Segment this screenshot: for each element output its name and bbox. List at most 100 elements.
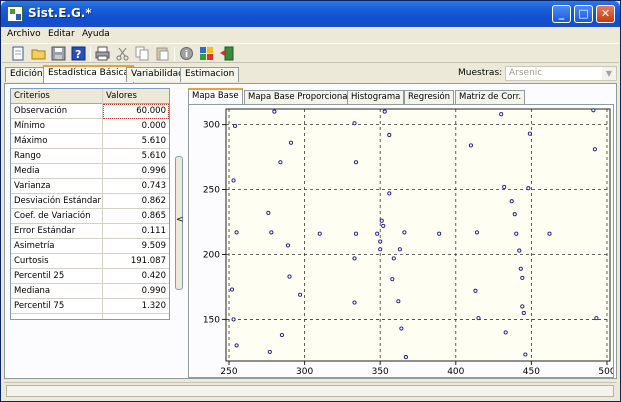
copy-icon[interactable] [135,46,150,61]
data-point [379,218,384,223]
tab-edicion[interactable]: Edición [5,67,48,82]
criterion-value[interactable]: 191.087 [130,256,166,266]
header-criterios: Criterios [14,91,50,101]
close-button[interactable]: ✕ [596,5,615,23]
window-title: Sist.E.G.* [28,6,92,20]
data-point [403,355,408,360]
criterion-name: Mínimo [14,121,45,131]
data-point [234,230,239,235]
data-point [594,316,599,321]
criterion-value[interactable]: 5.610 [141,151,166,161]
open-folder-icon[interactable] [31,46,46,61]
table-row[interactable]: Rango 5.610 [11,149,169,164]
criterion-value[interactable]: 5.610 [141,136,166,146]
maximize-button[interactable]: □ [574,5,593,23]
main-tab-bar: Edición Estadística Básica Variabilidad … [2,65,619,83]
criterion-name: Observación [14,106,68,116]
table-row[interactable]: Varianza 0.743 [11,179,169,194]
column-divider [102,89,103,319]
y-tick-label: 200 [203,250,220,260]
tab-histograma[interactable]: Histograma [347,90,405,105]
table-row[interactable]: Máximo 5.610 [11,134,169,149]
x-tick-label: 500 [598,367,613,377]
table-row[interactable]: Observación 60.000 [11,104,169,119]
data-point [514,231,519,236]
data-point [391,256,396,261]
data-point [382,109,387,114]
table-row[interactable]: Percentil 25 0.420 [11,269,169,284]
data-point [502,184,507,189]
chevron-down-icon[interactable]: ▼ [602,67,616,80]
criterion-value[interactable]: 0.865 [141,211,166,221]
criterion-value[interactable]: 0.990 [141,286,166,296]
muestras-select[interactable]: Arsenic ▼ [505,66,617,81]
table-row[interactable]: Coef. de Variación 0.865 [11,209,169,224]
criterion-value[interactable]: 9.509 [141,241,166,251]
exit-icon[interactable] [219,46,234,61]
data-point [234,343,239,348]
tab-regresion[interactable]: Regresión [404,90,455,105]
table-row[interactable]: Percentil 75 1.320 [11,299,169,314]
data-point [468,143,473,148]
data-point [288,140,294,145]
minimize-button[interactable]: _ [552,5,571,23]
table-row[interactable]: Mediana 0.990 [11,284,169,299]
help-icon[interactable]: ? [71,46,86,61]
scatter-plot[interactable]: 250 300 350 400 450 500 150 200 250 300 [189,105,616,377]
data-point [396,299,401,304]
status-bar [4,382,617,399]
grid-chart-icon[interactable] [199,46,214,61]
tab-estadistica-basica[interactable]: Estadística Básica [43,65,135,83]
criterion-value[interactable]: 0.420 [141,271,166,281]
tab-mapa-base[interactable]: Mapa Base [188,88,243,105]
tab-estimacion[interactable]: Estimacion [180,67,240,82]
criterion-value[interactable]: 0.743 [141,181,166,191]
data-point [375,231,380,236]
data-point [499,112,504,117]
info-icon[interactable]: i [179,46,194,61]
print-icon[interactable] [95,46,110,61]
main-content: Criterios Valores Observación 60.000 Mínimo 0… [4,83,617,379]
data-point [387,191,392,196]
criterion-value[interactable]: 0.000 [141,121,166,131]
save-icon[interactable] [51,46,66,61]
tab-mapa-base-proporcional[interactable]: Mapa Base Proporcional [244,90,354,105]
table-row[interactable]: Media 0.996 [11,164,169,179]
menu-archivo[interactable]: Archivo [7,29,41,39]
y-tick-label: 150 [203,315,220,325]
criterion-value[interactable]: 0.111 [141,226,166,236]
criterion-value[interactable]: 1.320 [141,301,166,311]
criterion-name: Media [14,166,40,176]
table-row[interactable]: Error Estándar 0.111 [11,224,169,239]
table-row[interactable]: Curtosis 191.087 [11,254,169,269]
plot-area [225,108,611,362]
criterion-value[interactable]: 0.996 [141,166,166,176]
data-point [272,109,277,114]
table-row[interactable]: Asimetría 9.509 [11,239,169,254]
data-point [353,231,359,236]
svg-text:?: ? [75,48,81,61]
criterion-value[interactable]: 60.000 [136,106,166,116]
stats-table: Criterios Valores Observación 60.000 Mínimo 0… [10,88,170,320]
new-file-icon[interactable] [11,46,26,61]
status-progress [6,385,614,397]
criterion-name: Curtosis [14,256,49,266]
title-bar[interactable]: Sist.E.G.* _ □ ✕ [1,1,620,27]
menu-ayuda[interactable]: Ayuda [82,29,110,39]
tab-matriz-de-corr[interactable]: Matriz de Corr. [455,90,526,105]
paste-icon[interactable] [155,46,170,61]
data-point [352,121,357,126]
x-tick-label: 350 [372,367,389,377]
selected-cell-outline [103,104,169,119]
toolbar-separator [90,47,91,61]
collapse-arrow-icon[interactable]: < [176,215,184,225]
criterion-value[interactable]: 0.862 [141,196,166,206]
table-row[interactable]: Desviación Estándar 0.862 [11,194,169,209]
panel-splitter[interactable]: < [175,156,184,290]
muestras-label: Muestras: [458,68,503,78]
menu-editar[interactable]: Editar [48,29,75,39]
table-row[interactable]: Mínimo 0.000 [11,119,169,134]
data-point [378,239,383,244]
x-tick-label: 400 [447,367,464,377]
cut-icon[interactable] [115,46,130,61]
